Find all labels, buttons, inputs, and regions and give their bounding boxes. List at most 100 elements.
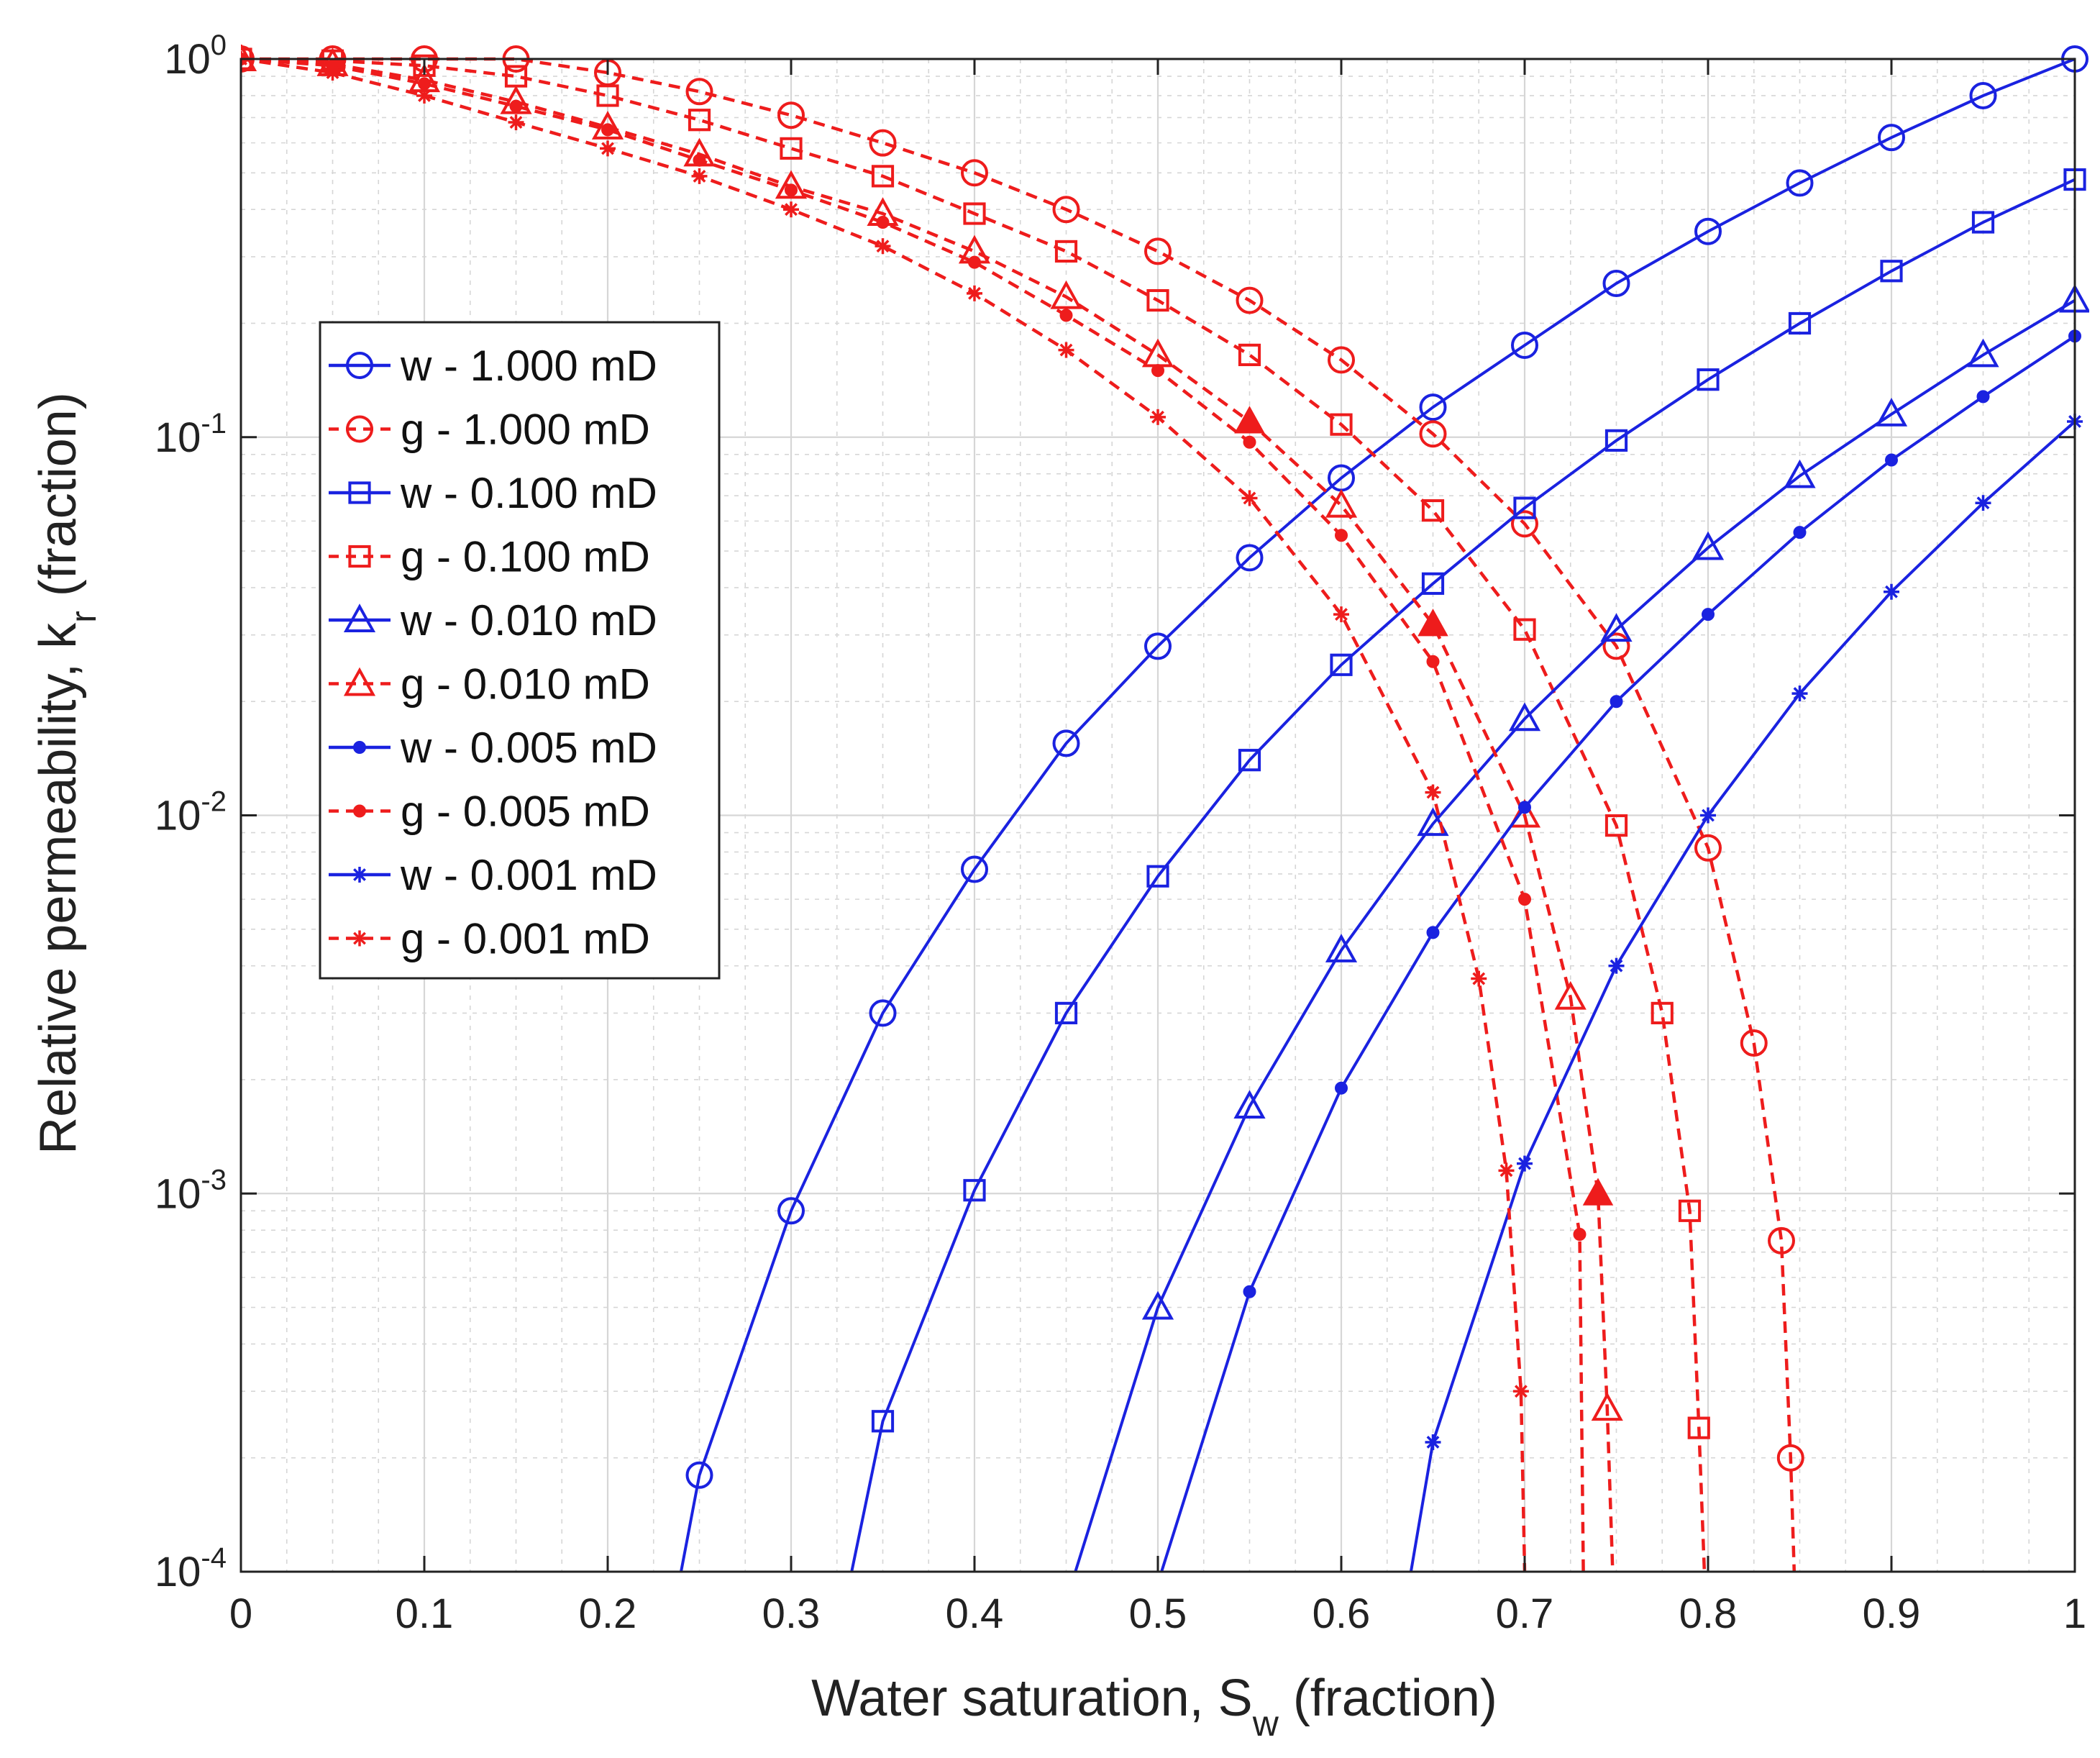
data-point xyxy=(1335,1081,1348,1095)
data-point xyxy=(1141,1290,1174,1320)
data-point xyxy=(1150,409,1166,425)
x-tick-label: 0 xyxy=(229,1590,252,1637)
data-point xyxy=(961,855,988,883)
data-point xyxy=(1330,413,1353,436)
data-point xyxy=(1687,1416,1710,1439)
data-point xyxy=(1426,655,1440,668)
legend-label: w - 0.001 mD xyxy=(400,851,657,899)
legend-item: w - 1.000 mD xyxy=(329,342,657,390)
legend-label: g - 1.000 mD xyxy=(401,406,650,454)
data-point xyxy=(1513,618,1536,641)
data-point xyxy=(1335,529,1348,542)
legend-marker xyxy=(352,930,368,947)
data-point xyxy=(961,159,988,187)
data-point xyxy=(1146,288,1169,312)
axis-ticks: 0 0.1 0.2 0.3 0.4 0.5 0.6 0.7 0.8 0.9 1 100 10-1 10-2… xyxy=(155,29,2086,1637)
data-point xyxy=(1976,390,1990,404)
series-w-0-100-md xyxy=(850,168,2086,1572)
y-tick-label: 10-1 xyxy=(155,408,227,461)
data-point xyxy=(1692,531,1725,560)
data-point xyxy=(1243,1285,1256,1298)
data-point xyxy=(1776,1444,1804,1472)
data-point xyxy=(1511,510,1538,538)
data-point xyxy=(1694,834,1722,862)
data-point xyxy=(1702,608,1715,621)
data-point xyxy=(1508,702,1541,732)
series-w-0-010-md xyxy=(1074,283,2089,1572)
legend-label: g - 0.001 mD xyxy=(401,915,650,963)
data-point xyxy=(1969,81,1997,109)
data-point xyxy=(875,238,891,255)
data-point xyxy=(1330,653,1353,676)
data-point xyxy=(1573,1227,1587,1241)
legend-item: g - 1.000 mD xyxy=(329,406,650,454)
legend-marker xyxy=(353,741,366,754)
legend-item: w - 0.005 mD xyxy=(329,724,657,772)
legend-marker xyxy=(348,545,371,568)
data-point xyxy=(1325,934,1358,962)
data-point xyxy=(871,165,895,188)
data-point xyxy=(691,168,708,184)
data-point xyxy=(783,201,799,218)
data-point xyxy=(1518,893,1531,906)
data-point xyxy=(1678,1199,1702,1222)
x-tick-label: 0.9 xyxy=(1863,1590,1921,1637)
data-point xyxy=(1234,406,1265,434)
legend-label: g - 0.010 mD xyxy=(401,660,650,709)
data-point xyxy=(1425,784,1441,801)
data-point xyxy=(963,1179,986,1202)
data-point xyxy=(1608,957,1625,974)
series-line xyxy=(241,57,1797,1572)
series-line xyxy=(241,57,1615,1572)
series-line xyxy=(241,57,1527,1572)
data-point xyxy=(1768,1226,1795,1254)
x-tick-label: 0.2 xyxy=(579,1590,637,1637)
legend-label: w - 0.100 mD xyxy=(400,469,657,517)
series-line xyxy=(241,57,1585,1572)
data-point xyxy=(1610,695,1623,709)
data-point xyxy=(963,202,986,225)
data-point xyxy=(1333,606,1349,623)
data-point xyxy=(1421,572,1445,595)
legend-marker xyxy=(348,481,371,504)
data-point xyxy=(508,114,524,131)
data-point xyxy=(1554,980,1587,1010)
series-line xyxy=(1074,299,2076,1572)
data-point xyxy=(1421,499,1445,522)
data-point xyxy=(1786,169,1814,197)
data-point xyxy=(600,140,616,157)
series-line xyxy=(850,178,2076,1572)
data-point xyxy=(1700,807,1716,824)
series-group xyxy=(241,45,2089,1572)
data-point xyxy=(1471,970,1487,987)
data-point xyxy=(869,129,897,157)
data-point xyxy=(509,99,523,113)
data-point xyxy=(1058,342,1074,358)
data-point xyxy=(1236,544,1264,572)
y-tick-label: 10-3 xyxy=(155,1164,227,1217)
data-point xyxy=(1512,1383,1529,1400)
data-point xyxy=(1498,1162,1515,1179)
data-point xyxy=(1975,495,1991,511)
data-point xyxy=(1788,311,1812,335)
data-point xyxy=(1513,496,1536,519)
data-point xyxy=(591,111,624,140)
data-point xyxy=(1238,749,1261,772)
data-point xyxy=(1508,798,1541,828)
legend-marker xyxy=(353,804,366,818)
legend-item: g - 0.001 mD xyxy=(329,915,650,963)
data-point xyxy=(1884,583,1899,600)
data-point xyxy=(1052,729,1080,757)
data-point xyxy=(1144,237,1172,265)
legend-label: w - 0.005 mD xyxy=(400,724,657,772)
data-point xyxy=(1419,393,1447,422)
series-line xyxy=(680,58,2076,1572)
y-tick-label: 10-4 xyxy=(155,1542,227,1595)
data-point xyxy=(324,65,341,81)
data-point xyxy=(1967,338,1999,368)
data-point xyxy=(1151,364,1164,378)
series-w-0-005-md xyxy=(1160,329,2081,1572)
x-tick-label: 0.4 xyxy=(946,1590,1004,1637)
data-point xyxy=(1328,346,1355,374)
legend-marker xyxy=(343,667,376,696)
